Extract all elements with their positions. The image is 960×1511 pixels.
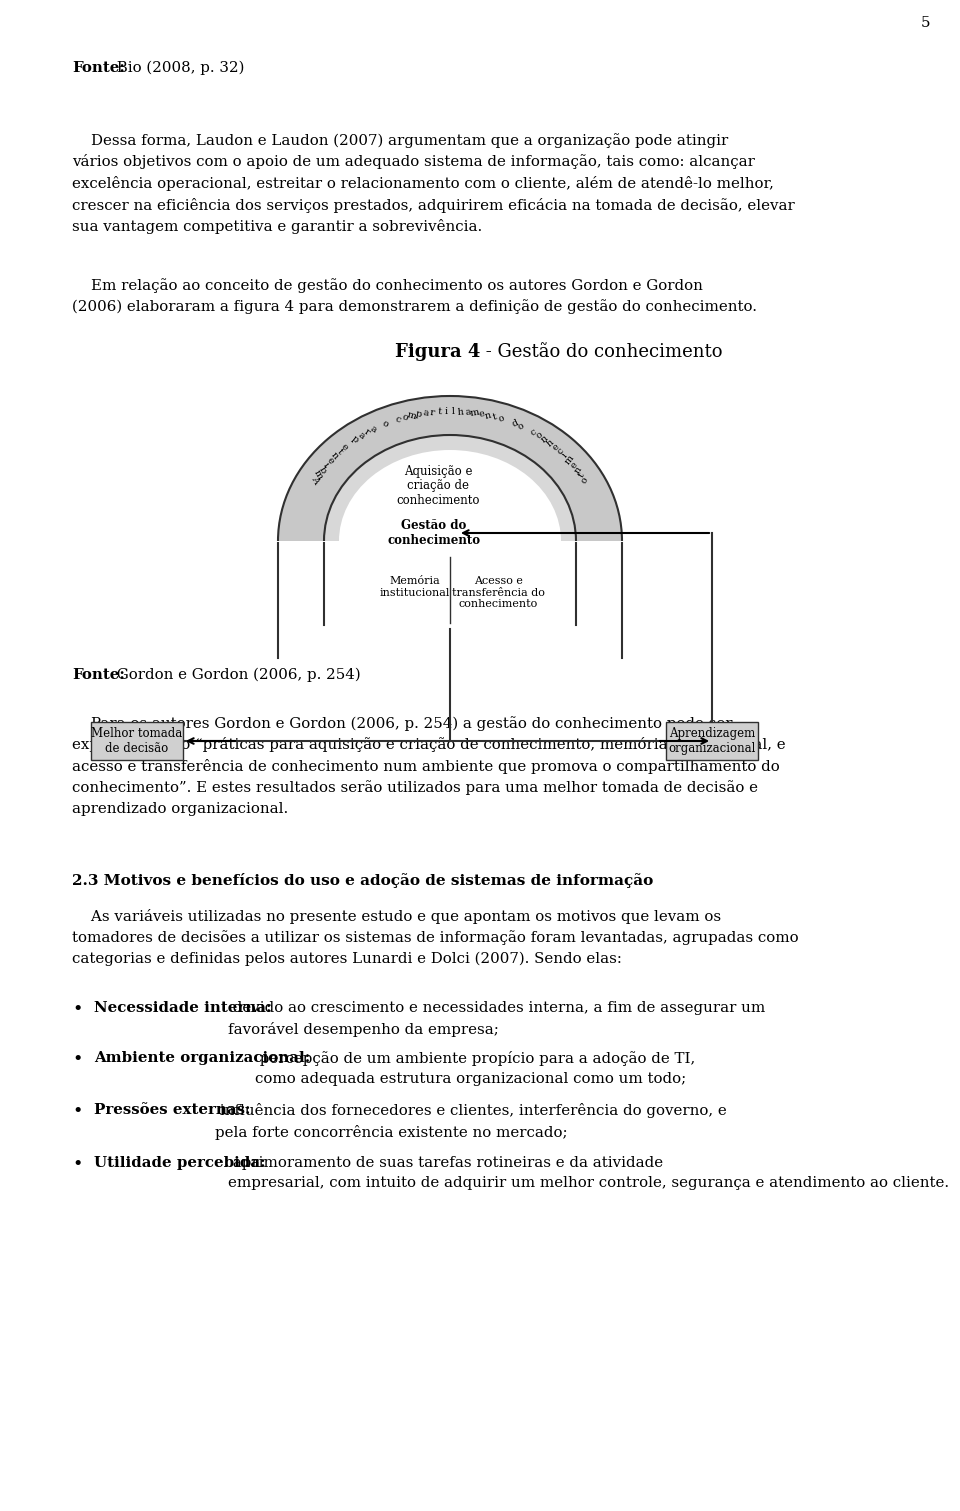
Text: m: m bbox=[564, 453, 576, 467]
Text: Pressões externas:: Pressões externas: bbox=[94, 1103, 251, 1117]
Text: Acesso e
transferência do
conhecimento: Acesso e transferência do conhecimento bbox=[451, 576, 544, 609]
Text: t: t bbox=[335, 447, 345, 456]
Text: 2.3 Motivos e benefícios do uso e adoção de sistemas de informação: 2.3 Motivos e benefícios do uso e adoção… bbox=[72, 873, 653, 888]
Text: percepção de um ambiente propício para a adoção de TI,
como adequada estrutura o: percepção de um ambiente propício para a… bbox=[254, 1052, 695, 1086]
Text: e: e bbox=[325, 455, 336, 465]
Text: Dessa forma, Laudon e Laudon (2007) argumentam que a organização pode atingir
vá: Dessa forma, Laudon e Laudon (2007) argu… bbox=[72, 133, 795, 234]
Text: n: n bbox=[329, 450, 340, 461]
Text: p: p bbox=[415, 409, 422, 420]
Text: •: • bbox=[72, 1156, 83, 1174]
Text: e: e bbox=[478, 409, 485, 419]
Text: o: o bbox=[580, 476, 590, 485]
Text: Fonte:: Fonte: bbox=[72, 60, 125, 76]
Text: Bio (2008, p. 32): Bio (2008, p. 32) bbox=[112, 60, 245, 76]
Text: Figura 4: Figura 4 bbox=[395, 343, 480, 361]
Text: Gestão do
conhecimento: Gestão do conhecimento bbox=[388, 518, 481, 547]
Text: b: b bbox=[317, 465, 327, 474]
Bar bbox=[273, 541, 627, 694]
Text: •: • bbox=[72, 1052, 83, 1068]
Text: Memória
institucional: Memória institucional bbox=[380, 576, 450, 597]
Ellipse shape bbox=[324, 435, 576, 647]
Text: Em relação ao conceito de gestão do conhecimento os autores Gordon e Gordon
(200: Em relação ao conceito de gestão do conh… bbox=[72, 278, 757, 314]
Text: o: o bbox=[497, 414, 506, 425]
Text: d: d bbox=[510, 419, 519, 429]
Text: c: c bbox=[529, 428, 538, 438]
Text: h: h bbox=[457, 406, 464, 417]
Text: h: h bbox=[545, 438, 556, 449]
Text: A: A bbox=[309, 474, 321, 485]
Text: devido ao crescimento e necessidades interna, a fim de assegurar um
favorável de: devido ao crescimento e necessidades int… bbox=[228, 1000, 765, 1037]
Ellipse shape bbox=[278, 396, 622, 686]
Text: Aprendizagem
organizacional: Aprendizagem organizacional bbox=[668, 727, 756, 756]
Text: Necessidade interna:: Necessidade interna: bbox=[94, 1000, 272, 1015]
Text: m: m bbox=[469, 408, 480, 419]
Ellipse shape bbox=[339, 450, 561, 632]
Text: t: t bbox=[577, 471, 587, 479]
Text: As variáveis utilizadas no presente estudo e que apontam os motivos que levam os: As variáveis utilizadas no presente estu… bbox=[72, 910, 799, 966]
Text: influência dos fornecedores e clientes, interferência do governo, e
pela forte c: influência dos fornecedores e clientes, … bbox=[214, 1103, 727, 1139]
Text: r: r bbox=[430, 408, 435, 417]
Text: e: e bbox=[568, 461, 579, 470]
Text: Melhor tomada
de decisão: Melhor tomada de decisão bbox=[91, 727, 182, 756]
Text: o: o bbox=[401, 413, 409, 423]
Text: 5: 5 bbox=[921, 17, 930, 30]
Text: t: t bbox=[492, 413, 498, 422]
Bar bbox=[91, 722, 183, 760]
Text: a: a bbox=[356, 431, 366, 441]
Text: Fonte:: Fonte: bbox=[72, 668, 125, 681]
Text: Utilidade percebida:: Utilidade percebida: bbox=[94, 1156, 266, 1170]
Text: n: n bbox=[540, 434, 550, 444]
Text: - Gestão do conhecimento: - Gestão do conhecimento bbox=[480, 343, 723, 361]
Text: i: i bbox=[322, 461, 330, 468]
Text: m: m bbox=[312, 468, 324, 480]
Text: Aquisição e
criação de
conhecimento: Aquisição e criação de conhecimento bbox=[396, 464, 480, 508]
Text: aprimoramento de suas tarefas rotineiras e da atividade
empresarial, com intuito: aprimoramento de suas tarefas rotineiras… bbox=[228, 1156, 949, 1191]
Text: o: o bbox=[516, 422, 526, 432]
Text: i: i bbox=[561, 452, 569, 459]
Text: a: a bbox=[422, 408, 429, 419]
Text: Para os autores Gordon e Gordon (2006, p. 254) a gestão do conhecimento pode ser: Para os autores Gordon e Gordon (2006, p… bbox=[72, 716, 785, 816]
Text: •: • bbox=[72, 1103, 83, 1121]
Text: a: a bbox=[465, 408, 471, 417]
Text: Gordon e Gordon (2006, p. 254): Gordon e Gordon (2006, p. 254) bbox=[112, 668, 361, 683]
Text: t: t bbox=[437, 406, 442, 417]
Text: m: m bbox=[406, 409, 418, 422]
Bar bbox=[666, 722, 758, 760]
Text: c: c bbox=[395, 414, 402, 425]
Bar bbox=[319, 541, 581, 653]
Text: e: e bbox=[550, 441, 561, 452]
Text: a: a bbox=[368, 425, 377, 435]
Text: o: o bbox=[381, 419, 390, 429]
Text: p: p bbox=[350, 434, 360, 444]
Text: r: r bbox=[362, 428, 372, 437]
Text: c: c bbox=[555, 446, 565, 456]
Text: Ambiente organizacional:: Ambiente organizacional: bbox=[94, 1052, 310, 1065]
Text: e: e bbox=[340, 441, 349, 452]
Text: •: • bbox=[72, 1000, 83, 1018]
Text: n: n bbox=[484, 411, 492, 420]
Text: o: o bbox=[534, 431, 544, 441]
Text: i: i bbox=[444, 406, 448, 416]
Text: n: n bbox=[572, 465, 584, 474]
Text: l: l bbox=[452, 406, 455, 416]
